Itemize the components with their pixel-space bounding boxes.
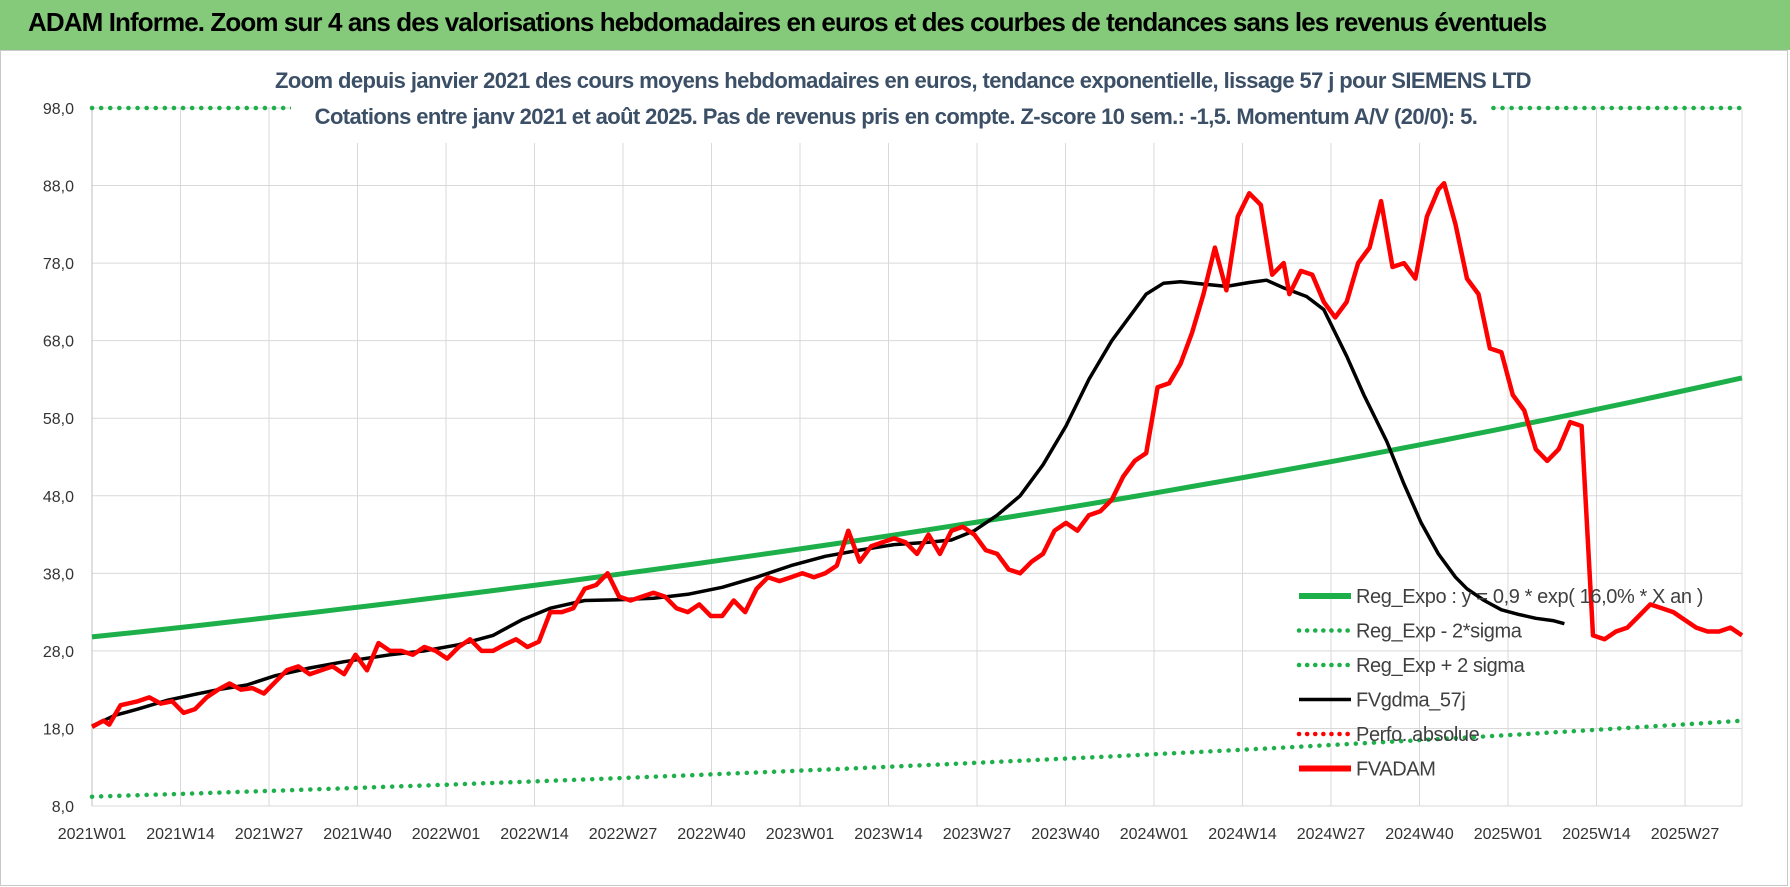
y-tick-label: 18,0 [43,721,74,738]
report-header: ADAM Informe. Zoom sur 4 ans des valoris… [0,0,1790,50]
series-reg-expo [91,375,1743,640]
chart-title-line-1: Zoom depuis janvier 2021 des cours moyen… [275,68,1531,93]
series-lines [89,105,1745,799]
legend-label: Reg_Expo : y = 0,9 * exp( 16,0% * X an ) [1356,586,1703,608]
line-chart: 8,018,028,038,048,058,068,078,088,098,0 … [43,57,1745,843]
x-tick-label: 2021W27 [235,826,304,843]
gridlines [91,107,1743,807]
x-tick-label: 2022W14 [500,826,569,843]
x-tick-label: 2021W01 [58,826,127,843]
x-tick-label: 2025W01 [1474,826,1543,843]
y-tick-label: 48,0 [43,489,74,506]
y-tick-label: 88,0 [43,179,74,196]
x-tick-label: 2022W27 [589,826,658,843]
chart-area: 8,0 18,0 28,0 38,0 48,0 58,0 68,0 78,0 88,0 98,0 … [0,50,1788,886]
series-fvgdma-57j [91,278,1565,728]
x-tick-label: 2023W14 [854,826,923,843]
x-tick-label: 2021W40 [323,826,392,843]
chart-legend: Reg_Expo : y = 0,9 * exp( 16,0% * X an )… [1296,586,1703,781]
x-tick-label: 2024W27 [1297,826,1366,843]
y-tick-label: 98,0 [43,101,74,118]
y-tick-label: 78,0 [43,256,74,273]
series-fvadam [90,180,1744,729]
chart-title-line-2: Cotations entre janv 2021 et août 2025. … [315,104,1478,129]
y-tick-label: 38,0 [43,566,74,583]
legend-label: Reg_Exp - 2*sigma [1356,621,1523,643]
legend-label: FVgdma_57j [1356,690,1465,712]
x-tick-label: 2024W01 [1120,826,1189,843]
x-tick-label: 2021W14 [146,826,215,843]
y-axis-labels: 8,0 18,0 28,0 38,0 48,0 58,0 68,0 78,0 88,0 98,0 [43,101,74,816]
y-tick-label: 8,0 [52,799,74,816]
x-tick-label: 2025W14 [1562,826,1631,843]
chart-title-background [291,57,1491,143]
x-tick-label: 2023W01 [766,826,835,843]
x-tick-label: 2025W27 [1651,826,1720,843]
x-tick-label: 2024W14 [1208,826,1277,843]
x-tick-label: 2023W40 [1031,826,1100,843]
x-tick-label: 2022W40 [677,826,746,843]
x-tick-label: 2024W40 [1385,826,1454,843]
series-reg-exp-minus-2-sigma [89,718,1745,799]
y-tick-label: 28,0 [43,644,74,661]
x-tick-label: 2023W27 [943,826,1012,843]
legend-label: FVADAM [1356,759,1435,781]
legend-label: Reg_Exp + 2 sigma [1356,655,1526,677]
y-tick-label: 68,0 [43,334,74,351]
report-title: ADAM Informe. Zoom sur 4 ans des valoris… [28,7,1547,37]
x-axis-labels: 2021W01 2021W14 2021W27 2021W40 2022W01 2022W… [58,826,1720,843]
y-tick-label: 58,0 [43,411,74,428]
legend-label: Perfo. absolue [1356,724,1480,746]
x-tick-label: 2022W01 [412,826,481,843]
